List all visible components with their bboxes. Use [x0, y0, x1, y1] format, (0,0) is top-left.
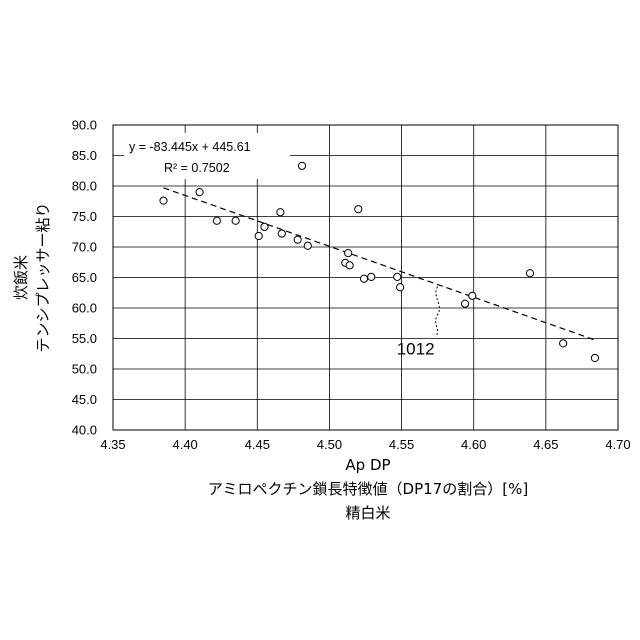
data-point: [526, 270, 533, 277]
equation-line-2: R² = 0.7502: [164, 161, 230, 175]
y-tick-label: 75.0: [72, 209, 97, 224]
y-tick-label: 65.0: [72, 270, 97, 285]
data-point: [277, 209, 284, 216]
y-axis-title-line-1: 炊飯米: [12, 255, 30, 300]
data-point: [345, 250, 352, 257]
data-point: [469, 292, 476, 299]
data-points: [160, 162, 599, 361]
x-axis-title-line-3: 精白米: [345, 504, 390, 522]
data-point: [591, 354, 598, 361]
y-tick-label: 80.0: [72, 179, 97, 194]
data-point: [160, 197, 167, 204]
data-point: [368, 273, 375, 280]
x-tick-label: 4.35: [100, 437, 125, 452]
data-point: [298, 162, 305, 169]
y-tick-labels: 40.0 45.0 50.0 55.0 60.0 65.0 70.0 75.0 80.0 85.0…: [72, 118, 97, 438]
y-tick-label: 55.0: [72, 331, 97, 346]
x-tick-label: 4.65: [533, 437, 558, 452]
y-axis-title-line-2: テンシプレッサー粘り: [34, 202, 52, 352]
y-tick-label: 90.0: [72, 118, 97, 133]
data-point: [355, 206, 362, 213]
y-axis-title: 炊飯米 テンシプレッサー粘り: [12, 202, 52, 352]
x-tick-label: 4.60: [461, 437, 486, 452]
x-tick-label: 4.40: [172, 437, 197, 452]
y-tick-label: 85.0: [72, 148, 97, 163]
x-tick-label: 4.55: [389, 437, 414, 452]
data-point: [560, 340, 567, 347]
data-point: [278, 230, 285, 237]
data-point: [360, 275, 367, 282]
data-point: [461, 300, 468, 307]
data-point: [261, 223, 268, 230]
data-point: [232, 217, 239, 224]
y-tick-label: 60.0: [72, 301, 97, 316]
data-point: [304, 242, 311, 249]
data-point: [346, 262, 353, 269]
data-point: [394, 273, 401, 280]
x-tick-label: 4.70: [605, 437, 630, 452]
y-tick-label: 70.0: [72, 240, 97, 255]
x-tick-label: 4.50: [317, 437, 342, 452]
trendline-equation: y = -83.445x + 445.61 R² = 0.7502: [124, 133, 290, 179]
x-axis-title-line-1: Ap DP: [345, 456, 390, 474]
annotation-label: 1012: [397, 340, 435, 359]
annotation-leader-line: [436, 287, 440, 337]
x-tick-labels: 4.35 4.40 4.45 4.50 4.55 4.60 4.65 4.70: [100, 437, 630, 452]
data-point: [213, 217, 220, 224]
y-tick-label: 50.0: [72, 362, 97, 377]
data-point: [196, 189, 203, 196]
equation-line-1: y = -83.445x + 445.61: [129, 140, 251, 154]
y-tick-label: 45.0: [72, 392, 97, 407]
y-tick-label: 40.0: [72, 423, 97, 438]
x-tick-label: 4.45: [245, 437, 270, 452]
data-point: [294, 236, 301, 243]
x-axis-title: Ap DP アミロペクチン鎖長特徴値（DP17の割合）[%] 精白米: [208, 456, 528, 522]
data-point: [255, 232, 262, 239]
data-point: [397, 284, 404, 291]
x-axis-title-line-2: アミロペクチン鎖長特徴値（DP17の割合）[%]: [208, 480, 528, 498]
trendline: [164, 188, 595, 340]
